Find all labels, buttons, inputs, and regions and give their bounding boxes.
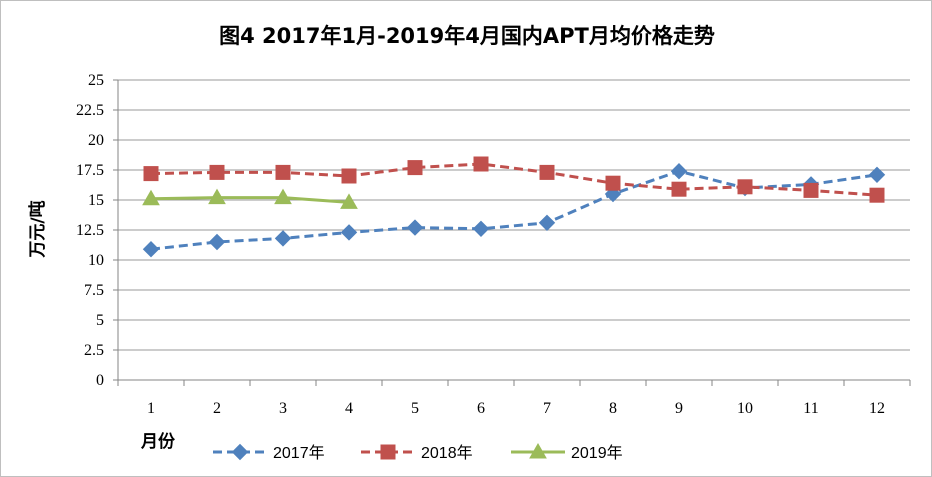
x-tick-label: 8	[609, 400, 617, 417]
legend-item: 2017年	[213, 443, 325, 462]
series-line	[150, 162, 878, 197]
data-point	[737, 179, 753, 195]
data-point	[538, 214, 556, 232]
x-tick-label: 11	[803, 400, 818, 417]
gridlines	[113, 79, 910, 381]
data-point	[209, 164, 225, 180]
y-tick-label: 17.5	[76, 162, 104, 179]
x-tick-label: 12	[869, 400, 885, 417]
legend-item: 2018年	[361, 444, 473, 462]
legend-marker	[380, 444, 396, 460]
series-group	[142, 156, 886, 258]
y-axis-label: 万元/吨	[27, 200, 48, 258]
data-point	[671, 181, 687, 197]
data-point	[869, 187, 885, 203]
x-tick-label: 5	[411, 400, 419, 417]
data-point	[473, 156, 489, 172]
y-tick-label: 20	[88, 132, 104, 149]
x-axis-ticks: 1 2 3 4 5 6 7 8 9 10 11 12	[117, 380, 911, 417]
legend-item: 2019年	[511, 442, 623, 462]
x-tick-label: 7	[543, 400, 551, 417]
data-point	[274, 230, 292, 247]
data-point	[868, 166, 886, 184]
legend-label: 2017年	[273, 444, 325, 462]
x-tick-label: 1	[147, 400, 155, 417]
y-tick-label: 0	[96, 372, 104, 389]
x-axis-label: 月份	[140, 431, 176, 452]
x-tick-label: 9	[675, 400, 683, 417]
y-tick-label: 10	[88, 252, 104, 269]
data-point	[275, 164, 291, 180]
data-point	[142, 240, 160, 258]
data-point	[208, 188, 226, 205]
series-2019年	[142, 188, 358, 209]
y-tick-label: 15	[88, 192, 104, 209]
series-2017年	[142, 162, 886, 258]
legend: 2017年 2018年 2019年	[213, 442, 623, 462]
data-point	[539, 164, 555, 180]
legend-label: 2019年	[571, 444, 623, 462]
legend-marker	[231, 443, 249, 461]
x-tick-label: 6	[477, 400, 485, 417]
legend-label: 2018年	[421, 444, 473, 462]
data-point	[142, 189, 160, 206]
data-point	[340, 193, 358, 209]
y-axis-ticks: 0 2.5 5 7.5 10 12.5 15 17.5 20 22.5 25	[76, 72, 104, 389]
y-tick-label: 5	[96, 312, 104, 329]
data-point	[472, 220, 490, 238]
x-tick-label: 4	[345, 400, 353, 417]
data-point	[208, 233, 226, 251]
x-tick-label: 2	[213, 400, 221, 417]
chart-title: 图4 2017年1月-2019年4月国内APT月均价格走势	[219, 24, 715, 48]
data-point	[670, 162, 688, 180]
data-point	[274, 188, 292, 205]
data-point	[605, 175, 621, 191]
y-tick-label: 7.5	[84, 282, 104, 299]
y-tick-label: 2.5	[84, 342, 104, 359]
series-line	[150, 196, 350, 204]
x-tick-label: 3	[279, 400, 287, 417]
data-point	[341, 168, 357, 184]
data-point	[407, 160, 423, 176]
y-tick-label: 25	[88, 72, 104, 89]
legend-marker	[529, 442, 547, 459]
x-tick-label: 10	[737, 400, 753, 417]
data-point	[406, 219, 424, 236]
series-line	[150, 169, 878, 251]
data-point	[340, 224, 358, 241]
data-point	[803, 182, 819, 198]
y-tick-label: 22.5	[76, 102, 104, 119]
series-2018年	[143, 156, 885, 203]
y-tick-label: 12.5	[76, 222, 104, 239]
data-point	[143, 166, 159, 182]
